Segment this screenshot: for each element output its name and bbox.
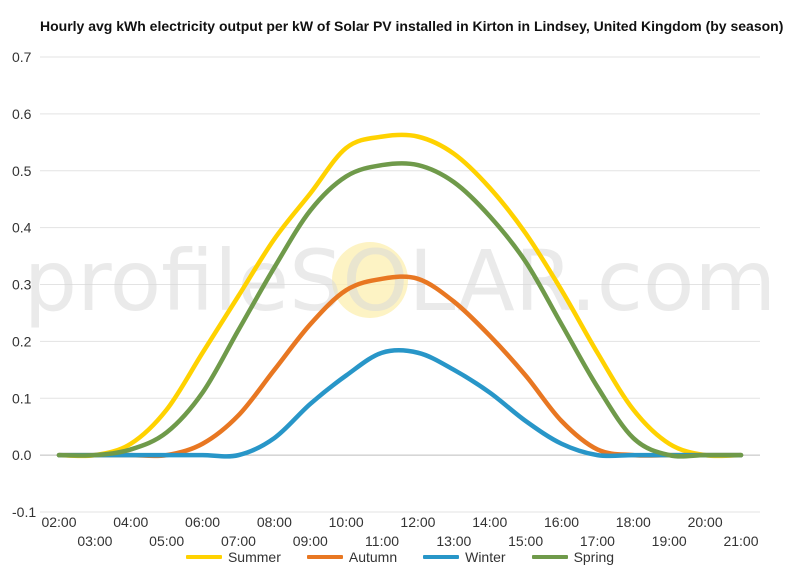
x-tick-label: 13:00 (436, 533, 471, 549)
legend-label: Winter (465, 549, 506, 565)
x-tick-label: 12:00 (400, 514, 435, 530)
y-tick-label: 0.2 (12, 333, 32, 349)
x-tick-label: 04:00 (113, 514, 148, 530)
y-tick-label: 0.3 (12, 277, 32, 293)
series-lines (56, 132, 744, 459)
legend-swatch (423, 555, 460, 559)
legend-swatch (185, 555, 222, 559)
y-tick-label: 0.0 (12, 447, 32, 463)
legend-label: Spring (573, 549, 615, 565)
x-tick-label: 14:00 (472, 514, 507, 530)
y-tick-label: 0.5 (12, 163, 32, 179)
legend-swatch (531, 555, 568, 559)
x-tick-label: 02:00 (41, 514, 76, 530)
watermark: profileSOLAR.com (24, 232, 776, 330)
x-tick-label: 05:00 (149, 533, 184, 549)
y-axis: -0.1 0.0 0.1 0.2 0.3 0.4 0.5 0.6 0.7 (12, 49, 36, 520)
x-tick-label: 17:00 (580, 533, 615, 549)
x-tick-label: 03:00 (77, 533, 112, 549)
x-tick-label: 07:00 (221, 533, 256, 549)
watermark-text: profileSOLAR.com (24, 232, 776, 330)
x-tick-label: 21:00 (723, 533, 758, 549)
legend-item-summer: Summer (185, 549, 281, 565)
legend-swatch (306, 555, 343, 559)
x-tick-label: 19:00 (652, 533, 687, 549)
x-tick-label: 11:00 (365, 533, 399, 549)
y-tick-label: 0.4 (12, 220, 32, 236)
chart-title: Hourly avg kWh electricity output per kW… (40, 18, 784, 34)
legend-item-autumn: Autumn (306, 549, 398, 565)
x-tick-label: 06:00 (185, 514, 220, 530)
series-line-winter (56, 348, 744, 459)
legend: Summer Autumn Winter Spring (0, 549, 800, 565)
x-tick-label: 15:00 (508, 533, 543, 549)
legend-label: Autumn (348, 549, 398, 565)
x-axis: 02:0003:0004:0005:0006:0007:0008:0009:00… (41, 514, 758, 549)
x-tick-label: 18:00 (616, 514, 651, 530)
x-tick-label: 20:00 (688, 514, 723, 530)
x-tick-label: 08:00 (257, 514, 292, 530)
x-tick-label: 16:00 (544, 514, 579, 530)
series-line-spring (56, 161, 744, 459)
x-tick-label: 10:00 (329, 514, 364, 530)
series-line-summer (56, 132, 744, 459)
x-tick-label: 09:00 (293, 533, 328, 549)
y-tick-label: -0.1 (12, 504, 36, 520)
legend-item-winter: Winter (423, 549, 506, 565)
y-tick-label: 0.1 (12, 390, 32, 406)
y-tick-label: 0.7 (12, 49, 32, 65)
legend-item-spring: Spring (531, 549, 615, 565)
y-tick-label: 0.6 (12, 106, 32, 122)
legend-label: Summer (227, 549, 281, 565)
